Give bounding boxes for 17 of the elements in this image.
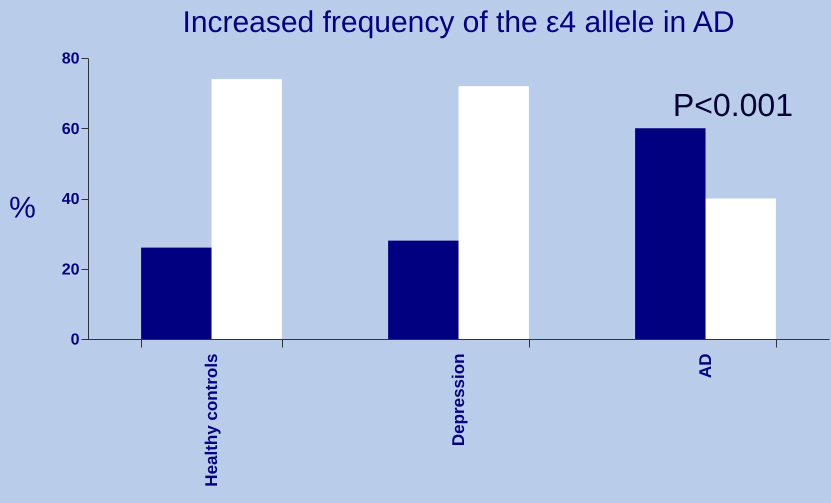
annotation: P<0.001 bbox=[672, 87, 793, 123]
bar bbox=[706, 198, 776, 339]
bar bbox=[635, 128, 706, 339]
y-axis-title: % bbox=[9, 192, 36, 224]
y-tick-label: 60 bbox=[62, 120, 80, 138]
bar bbox=[141, 248, 212, 339]
y-tick-label: 0 bbox=[70, 332, 80, 348]
bar bbox=[458, 86, 529, 339]
x-tick-label: Depression bbox=[449, 354, 468, 446]
x-tick-label: AD bbox=[696, 354, 715, 378]
chart-title: Increased frequency of the ε4 allele in AD bbox=[182, 6, 735, 39]
bar bbox=[212, 79, 282, 339]
y-tick-label: 80 bbox=[62, 50, 80, 68]
y-tick-label: 20 bbox=[62, 261, 80, 278]
bar bbox=[388, 240, 458, 339]
y-tick-label: 40 bbox=[62, 191, 80, 208]
x-tick-label: Healthy controls bbox=[202, 354, 221, 487]
